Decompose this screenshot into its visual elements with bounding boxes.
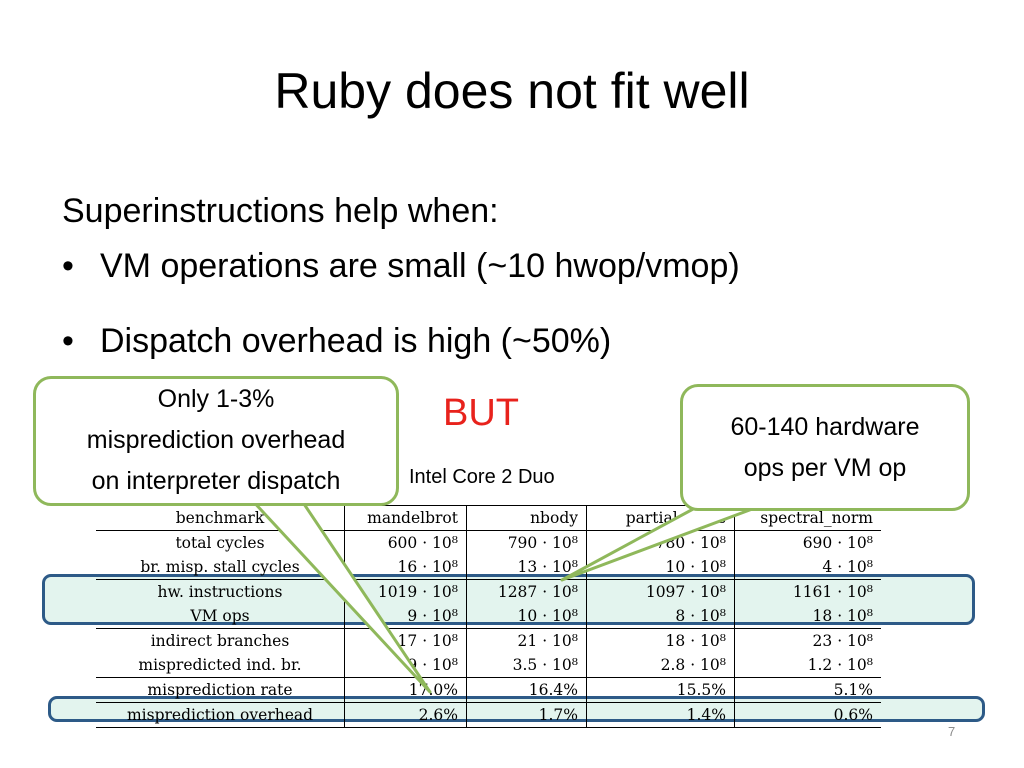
- table-row: indirect branches 17 · 10⁸ 21 · 10⁸ 18 ·…: [96, 628, 881, 653]
- right-callout-tail: [560, 506, 757, 582]
- row-label: misprediction rate: [96, 677, 345, 703]
- bullet-icon: •: [62, 322, 74, 360]
- table-cell: 780 · 10⁸: [586, 530, 735, 555]
- table-cell: 690 · 10⁸: [802, 534, 873, 552]
- table-cell: 15.5%: [586, 677, 735, 703]
- page-number: 7: [948, 724, 956, 739]
- table-cell: 1.2 · 10⁸: [734, 653, 881, 678]
- table-cell: 18 · 10⁸: [586, 628, 735, 653]
- bullet-item: • VM operations are small (~10 hwop/vmop): [62, 247, 740, 286]
- column-header: mandelbrot: [344, 505, 467, 531]
- table-row: hw. instructions 1019 · 10⁸ 1287 · 10⁸ 1…: [96, 579, 881, 604]
- table-cell: 1287 · 10⁸: [466, 579, 587, 604]
- left-callout: Only 1-3% misprediction overhead on inte…: [33, 376, 399, 506]
- column-header: nbody: [466, 505, 587, 531]
- bullet-item: • Dispatch overhead is high (~50%): [62, 322, 611, 361]
- table-row: total cycles 600 · 10⁸ 790 · 10⁸ 780 · 1…: [96, 530, 881, 555]
- callout-line: 60-140 hardware: [730, 413, 920, 441]
- table-row: misprediction overhead 2.6% 1.7% 1.4% 0.…: [96, 702, 881, 728]
- but-label: BUT: [443, 392, 519, 434]
- right-callout: 60-140 hardware ops per VM op: [680, 384, 970, 511]
- table-cell: 1161 · 10⁸: [792, 583, 873, 601]
- row-label: indirect branches: [96, 628, 345, 653]
- table-cell: 21 · 10⁸: [466, 628, 587, 653]
- intro-text: Superinstructions help when:: [62, 192, 499, 230]
- table-cell: 5.1%: [734, 677, 881, 703]
- bullet-text: Dispatch overhead is high (~50%): [100, 322, 612, 360]
- callout-line: misprediction overhead: [86, 426, 346, 454]
- table-cell: 790 · 10⁸: [466, 530, 587, 555]
- table-cell: 2.8 · 10⁸: [586, 653, 735, 678]
- bullet-icon: •: [62, 247, 74, 285]
- table-cell: 600 · 10⁸: [344, 530, 467, 555]
- row-label: mispredicted ind. br.: [96, 653, 345, 678]
- table-cell: 17 · 10⁸: [344, 628, 467, 653]
- row-label: hw. instructions: [96, 579, 345, 604]
- table-row: misprediction rate 17.0% 16.4% 15.5% 5.1…: [96, 677, 881, 703]
- table-cell: 1.7%: [466, 702, 587, 728]
- table-cell: 18 · 10⁸: [734, 604, 881, 629]
- table-cell: 3.5 · 10⁸: [466, 653, 587, 678]
- table-cell: 8 · 10⁸: [586, 604, 735, 629]
- table-cell: 1.4%: [586, 702, 735, 728]
- table-cell: 1097 · 10⁸: [586, 579, 735, 604]
- table-cell: 17.0%: [344, 677, 467, 703]
- row-label: br. misp. stall cycles: [96, 555, 345, 580]
- table-cell: 4 · 10⁸: [734, 555, 881, 580]
- table-row: br. misp. stall cycles 16 · 10⁸ 13 · 10⁸…: [96, 555, 881, 580]
- benchmark-table: benchmark mandelbrot nbody partial_sums …: [96, 505, 881, 728]
- slide-title: Ruby does not fit well: [274, 63, 750, 119]
- table-cell: 10 · 10⁸: [586, 555, 735, 580]
- left-callout-tail: [248, 496, 432, 694]
- table-row: VM ops 9 · 10⁸ 10 · 10⁸ 8 · 10⁸ 18 · 10⁸: [96, 604, 881, 629]
- table-row: mispredicted ind. br. 9 · 10⁸ 3.5 · 10⁸ …: [96, 653, 881, 678]
- table-cell: 16 · 10⁸: [344, 555, 467, 580]
- table-cell: 16.4%: [466, 677, 587, 703]
- table-cell: 10 · 10⁸: [466, 604, 587, 629]
- callout-line: on interpreter dispatch: [91, 467, 341, 495]
- cpu-label: Intel Core 2 Duo: [409, 466, 555, 488]
- row-label: VM ops: [96, 604, 345, 629]
- table-cell: 0.6%: [734, 702, 881, 728]
- table-cell: 23 · 10⁸: [812, 632, 873, 650]
- row-label: misprediction overhead: [96, 702, 345, 728]
- callout-line: ops per VM op: [743, 454, 907, 482]
- callout-line: Only 1-3%: [157, 385, 275, 413]
- bullet-text: VM operations are small (~10 hwop/vmop): [100, 247, 740, 285]
- table-cell: 2.6%: [344, 702, 467, 728]
